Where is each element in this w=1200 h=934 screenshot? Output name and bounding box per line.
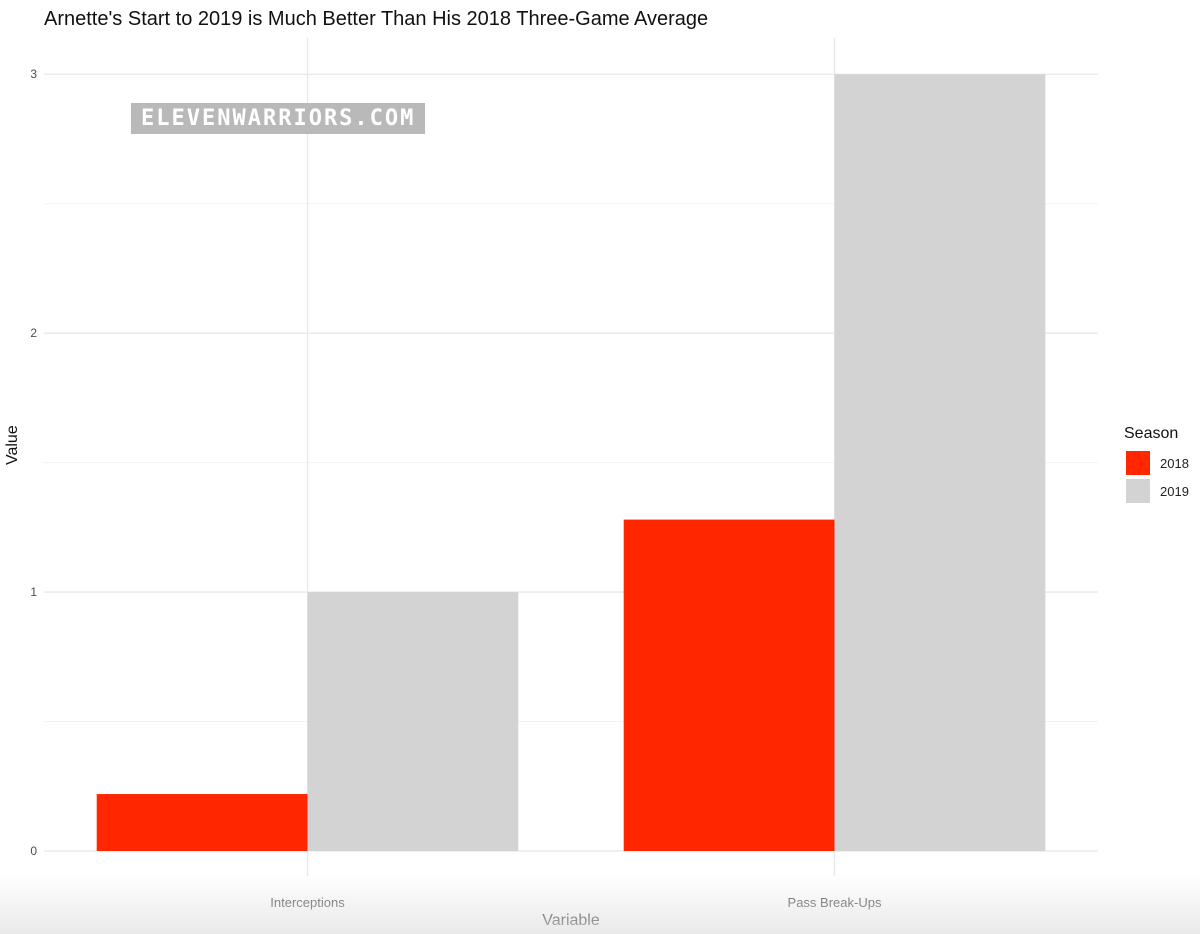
y-tick-label: 1: [30, 585, 37, 599]
legend-item-2019: 2019: [1126, 479, 1189, 503]
bar-2019-interceptions: [307, 592, 519, 851]
y-tick-label: 2: [30, 326, 37, 340]
watermark-logo: ELEVENWARRIORS.COM: [131, 103, 426, 134]
x-axis-label: Variable: [542, 912, 600, 929]
y-tick-label: 3: [30, 67, 37, 81]
legend-title: Season: [1124, 425, 1179, 442]
x-tick-label: Pass Break-Ups: [788, 895, 882, 910]
legend-swatch: [1126, 451, 1150, 475]
y-tick-label: 0: [30, 844, 37, 858]
chart-title: Arnette's Start to 2019 is Much Better T…: [44, 8, 709, 30]
legend-label: 2018: [1160, 455, 1189, 471]
legend-item-2018: 2018: [1126, 451, 1189, 475]
legend-swatch: [1126, 479, 1150, 503]
y-axis-label: Value: [4, 425, 21, 465]
bar-2018-pass-break-ups: [623, 519, 835, 851]
bar-2019-pass-break-ups: [834, 74, 1046, 851]
x-tick-label: Interceptions: [270, 895, 345, 910]
legend-label: 2019: [1160, 483, 1189, 499]
bar-2018-interceptions: [96, 794, 308, 851]
